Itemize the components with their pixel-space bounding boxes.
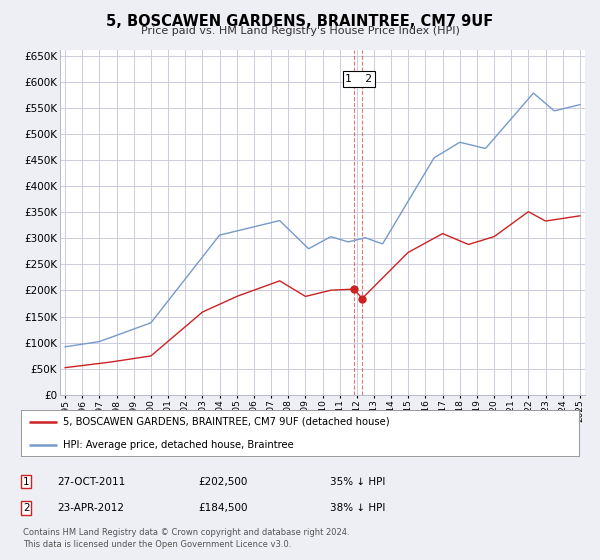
Text: 1: 1 bbox=[23, 477, 29, 487]
Text: 5, BOSCAWEN GARDENS, BRAINTREE, CM7 9UF (detached house): 5, BOSCAWEN GARDENS, BRAINTREE, CM7 9UF … bbox=[63, 417, 389, 427]
Text: 5, BOSCAWEN GARDENS, BRAINTREE, CM7 9UF: 5, BOSCAWEN GARDENS, BRAINTREE, CM7 9UF bbox=[106, 14, 494, 29]
Text: Contains HM Land Registry data © Crown copyright and database right 2024.: Contains HM Land Registry data © Crown c… bbox=[23, 528, 349, 537]
Text: 23-APR-2012: 23-APR-2012 bbox=[57, 503, 124, 513]
Text: This data is licensed under the Open Government Licence v3.0.: This data is licensed under the Open Gov… bbox=[23, 540, 291, 549]
Text: 35% ↓ HPI: 35% ↓ HPI bbox=[330, 477, 385, 487]
Text: Price paid vs. HM Land Registry's House Price Index (HPI): Price paid vs. HM Land Registry's House … bbox=[140, 26, 460, 36]
Text: 38% ↓ HPI: 38% ↓ HPI bbox=[330, 503, 385, 513]
Text: HPI: Average price, detached house, Braintree: HPI: Average price, detached house, Brai… bbox=[63, 440, 293, 450]
Text: 1  2: 1 2 bbox=[345, 74, 372, 84]
Text: 2: 2 bbox=[23, 503, 29, 513]
Text: £184,500: £184,500 bbox=[198, 503, 248, 513]
Text: £202,500: £202,500 bbox=[198, 477, 247, 487]
Text: 27-OCT-2011: 27-OCT-2011 bbox=[57, 477, 125, 487]
